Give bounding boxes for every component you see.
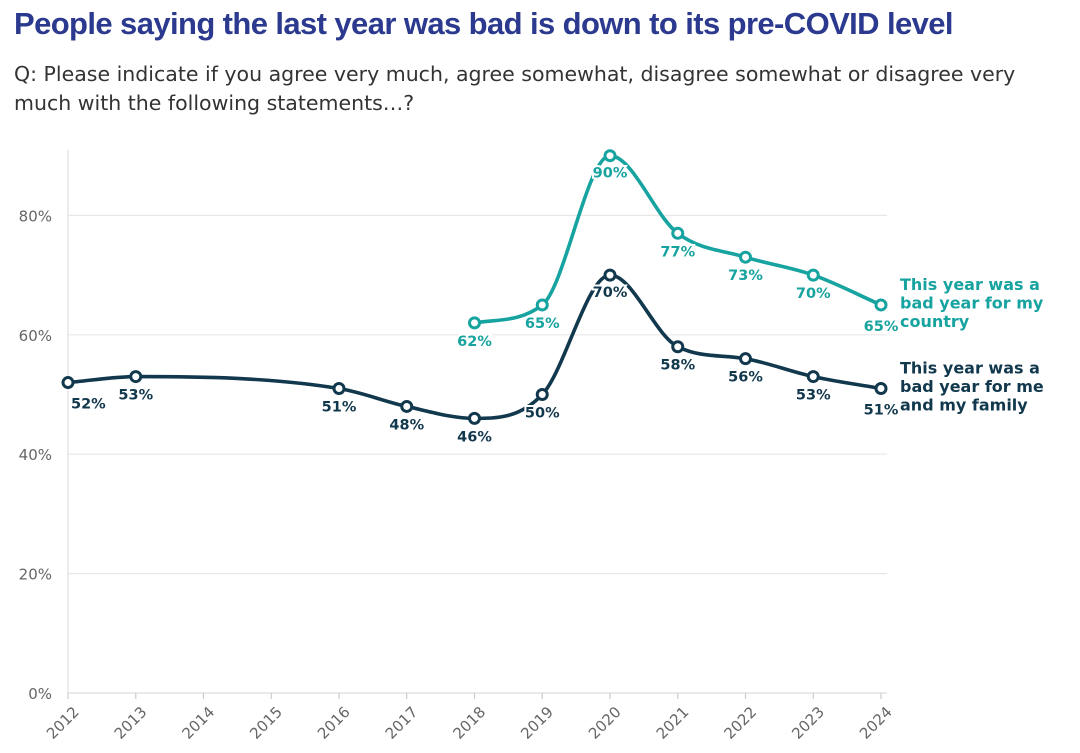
chart-subtitle: Q: Please indicate if you agree very muc… bbox=[14, 62, 1016, 115]
data-label-country: 65% bbox=[864, 319, 899, 335]
data-label-family: 52% bbox=[71, 397, 106, 413]
data-label-family: 51% bbox=[864, 403, 899, 419]
legend-label-country: bad year for my bbox=[900, 293, 1044, 312]
data-label-family: 58% bbox=[660, 358, 695, 374]
data-label-country: 77% bbox=[660, 244, 695, 260]
data-label-family: 53% bbox=[118, 388, 153, 404]
x-tick-label: 2020 bbox=[585, 703, 625, 743]
data-point-country bbox=[806, 268, 820, 282]
legend-label-family: and my family bbox=[900, 396, 1028, 415]
x-tick-label: 2016 bbox=[314, 703, 354, 743]
data-point-family bbox=[61, 376, 75, 390]
data-label-family: 53% bbox=[796, 388, 831, 404]
y-tick-label: 40% bbox=[19, 446, 52, 464]
x-tick-label: 2021 bbox=[653, 703, 693, 743]
data-label-country: 73% bbox=[728, 268, 763, 284]
data-label-family: 56% bbox=[728, 370, 763, 386]
data-point-family bbox=[806, 370, 820, 384]
data-point-family bbox=[603, 268, 617, 282]
data-point-country bbox=[671, 226, 685, 240]
data-point-family bbox=[129, 370, 143, 384]
data-label-country: 62% bbox=[457, 334, 492, 350]
chart-title: People saying the last year was bad is d… bbox=[14, 6, 954, 41]
axes: 0% 20% 40% 60% 80% 2012 2013 2014 2015 2016 2017 20… bbox=[19, 150, 896, 743]
gridlines bbox=[68, 214, 887, 694]
data-point-country bbox=[603, 149, 617, 163]
data-point-family bbox=[874, 382, 888, 396]
data-point-country bbox=[468, 316, 481, 330]
data-label-family: 48% bbox=[389, 417, 424, 433]
x-tick-label: 2022 bbox=[721, 703, 761, 743]
x-tick-label: 2015 bbox=[246, 703, 286, 743]
y-tick-label: 0% bbox=[28, 685, 52, 703]
data-label-family: 46% bbox=[457, 429, 492, 445]
legend-label-family: This year was a bbox=[900, 359, 1040, 378]
data-label-country: 65% bbox=[525, 316, 560, 332]
x-tick-label: 2012 bbox=[43, 703, 83, 743]
data-point-family bbox=[739, 352, 752, 366]
data-point-country bbox=[874, 298, 888, 312]
data-point-family bbox=[671, 340, 685, 354]
data-point-country bbox=[535, 298, 549, 312]
data-point-family bbox=[332, 382, 346, 396]
x-tick-label: 2019 bbox=[517, 703, 557, 743]
data-point-family bbox=[400, 399, 414, 413]
x-tick-label: 2018 bbox=[450, 703, 490, 743]
data-label-family: 51% bbox=[322, 400, 357, 416]
data-point-family bbox=[535, 388, 549, 401]
legend-label-family: bad year for me bbox=[900, 377, 1044, 396]
x-tick-label: 2013 bbox=[111, 703, 151, 743]
data-label-country: 70% bbox=[796, 286, 831, 302]
y-tick-label: 80% bbox=[19, 207, 52, 225]
x-tick-label: 2024 bbox=[856, 703, 896, 743]
y-tick-label: 20% bbox=[19, 566, 52, 584]
series-lines bbox=[61, 149, 888, 425]
x-tick-label: 2023 bbox=[788, 703, 828, 743]
legend-label-country: This year was a bbox=[900, 275, 1040, 294]
x-tick-label: 2014 bbox=[179, 703, 219, 743]
y-tick-label: 60% bbox=[19, 327, 52, 345]
data-point-family bbox=[468, 411, 481, 425]
data-label-family: 70% bbox=[593, 285, 628, 301]
legend-label-country: country bbox=[900, 312, 970, 331]
x-tick-label: 2017 bbox=[382, 703, 422, 743]
data-label-family: 50% bbox=[525, 406, 560, 422]
data-label-country: 90% bbox=[593, 166, 628, 182]
data-point-country bbox=[739, 250, 752, 264]
data-labels: 62% 65% 90% 77% 73% 70% 65% 52% 53% 51% 48% 46% 50% 7… bbox=[69, 164, 901, 448]
